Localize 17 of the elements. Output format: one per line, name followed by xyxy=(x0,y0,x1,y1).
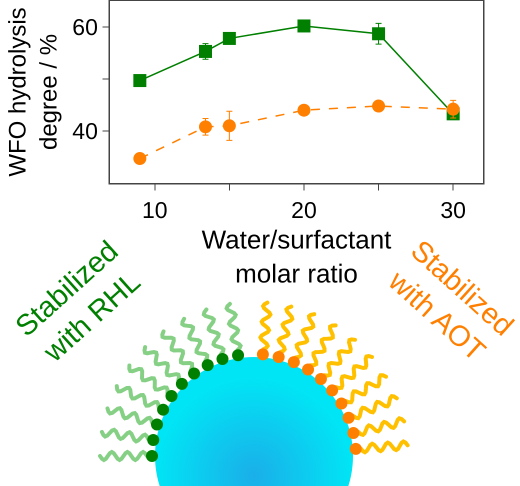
y-tick-label: 40 xyxy=(72,118,98,144)
point xyxy=(198,120,212,134)
point xyxy=(372,27,386,40)
x-tick-label: 30 xyxy=(440,197,466,224)
point xyxy=(133,74,146,88)
point xyxy=(446,102,460,116)
point xyxy=(133,152,146,166)
point xyxy=(198,44,212,58)
point xyxy=(372,100,386,113)
point xyxy=(297,19,310,32)
y-axis-title: WFO hydrolysis degree / % xyxy=(4,7,63,177)
point xyxy=(222,32,236,45)
point xyxy=(222,119,236,132)
x-tick-label: 10 xyxy=(142,197,168,224)
x-tick-label: 20 xyxy=(291,197,317,224)
y-tick-label: 60 xyxy=(72,14,98,40)
point xyxy=(297,104,310,117)
